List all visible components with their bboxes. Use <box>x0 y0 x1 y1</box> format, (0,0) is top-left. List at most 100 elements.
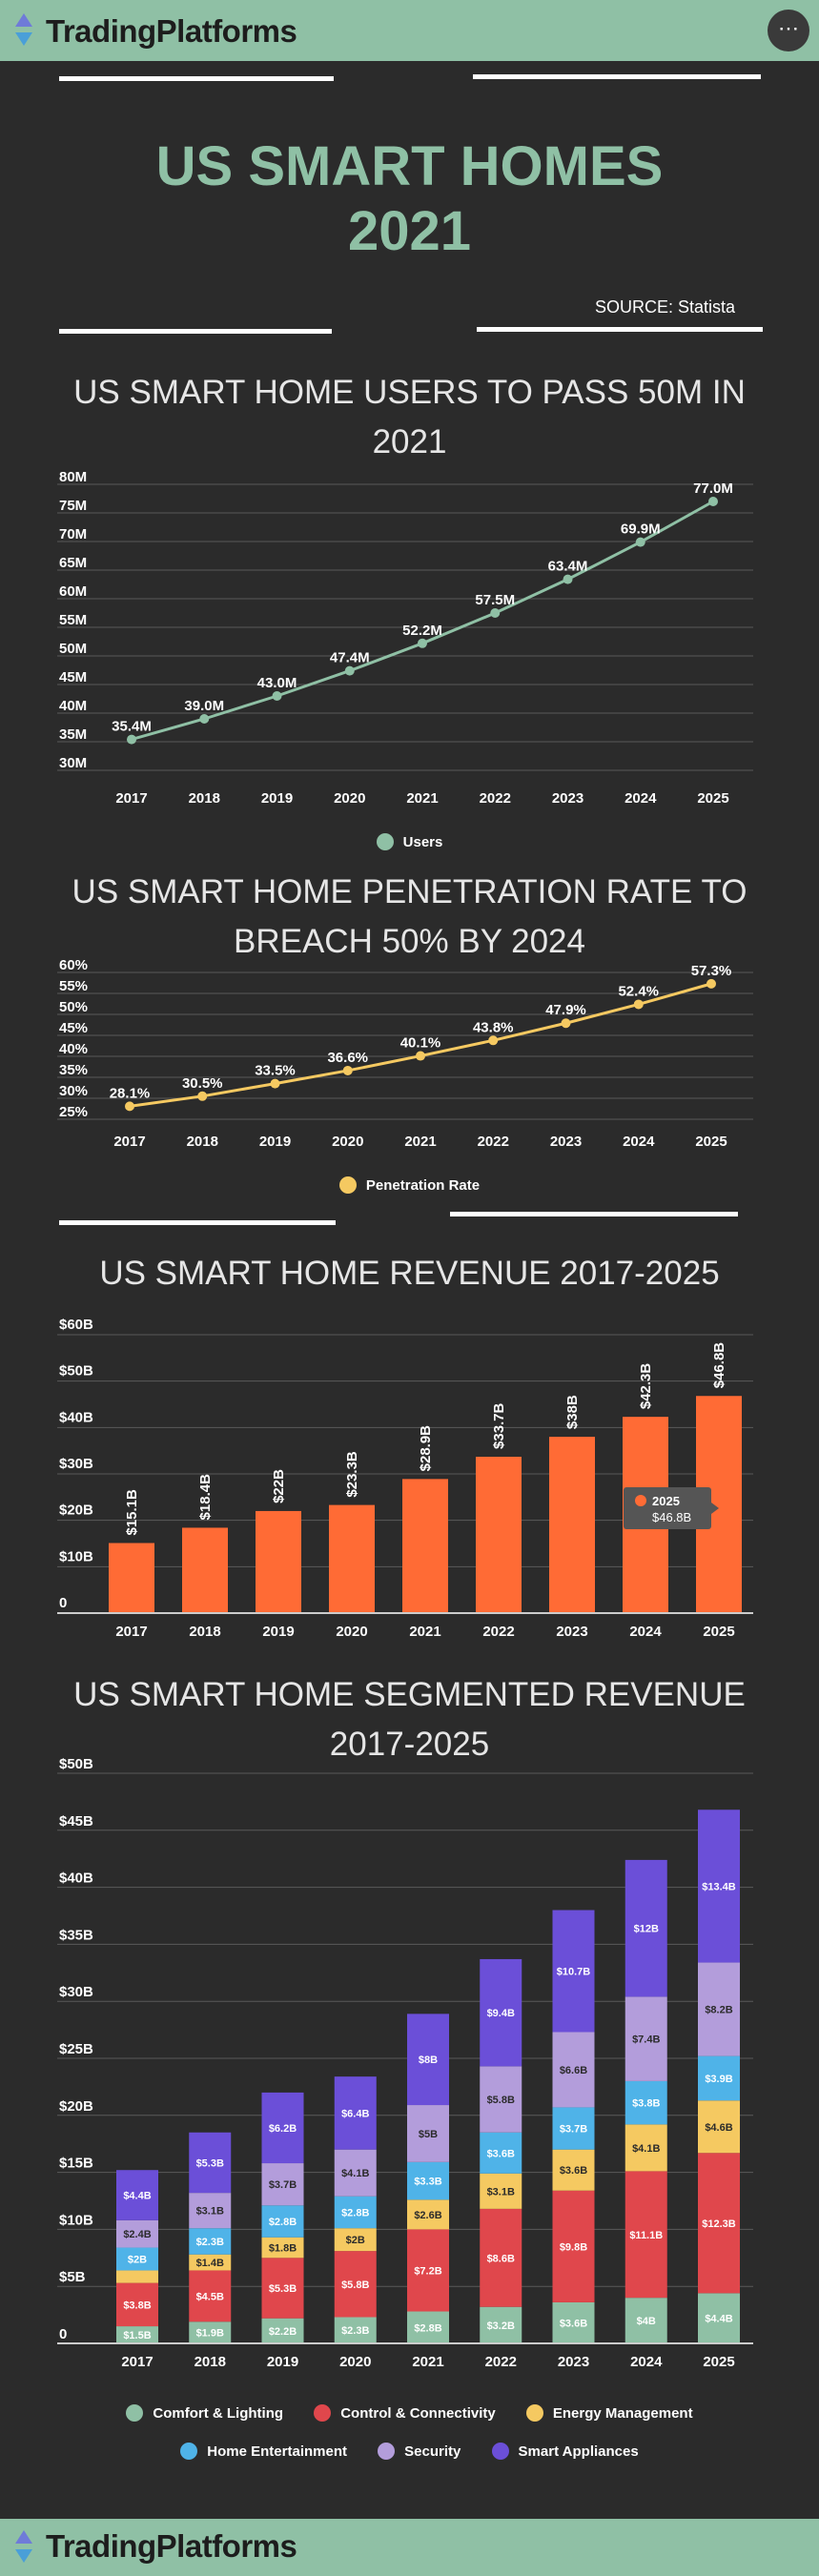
revenue-chart-title: US SMART HOME REVENUE 2017-2025 <box>99 1255 720 1292</box>
penetration-chart-title: US SMART HOME PENETRATION RATE TO BREACH… <box>72 873 747 960</box>
users-ytick-label: 65M <box>59 555 87 571</box>
segmented-xtick-label: 2020 <box>339 2354 371 2370</box>
segment-label-entertainment: $2B <box>128 2254 147 2265</box>
legend-item-energy[interactable]: Energy Management <box>525 2404 693 2422</box>
revenue-xtick-label: 2022 <box>482 1624 514 1640</box>
header-divider-top-left <box>59 76 334 81</box>
penetration-point <box>197 1091 208 1101</box>
legend-label-penetration: Penetration Rate <box>365 1176 481 1194</box>
penetration-data-label: 40.1% <box>400 1035 441 1052</box>
segmented-legend-row2: Home Entertainment Security Smart Applia… <box>0 2443 819 2464</box>
users-xtick-label: 2022 <box>480 790 511 807</box>
penetration-ytick-label: 35% <box>59 1062 88 1078</box>
segment-label-entertainment: $2.3B <box>196 2237 224 2248</box>
segment-comfort <box>552 2301 595 2343</box>
revenue-tooltip-value: $46.8B <box>652 1510 691 1524</box>
bottom-brand-bar: TradingPlatforms <box>0 2519 819 2576</box>
segment-entertainment <box>624 2080 667 2125</box>
segment-label-energy: $4.6B <box>705 2122 732 2134</box>
users-ytick-label: 30M <box>59 755 87 771</box>
header-divider-bottom-right <box>477 327 763 332</box>
legend-item-security[interactable]: Security <box>378 2443 461 2460</box>
logo-icon <box>15 2530 32 2563</box>
segment-label-security: $7.4B <box>632 2034 660 2046</box>
segment-energy <box>116 2270 158 2283</box>
users-data-label: 52.2M <box>402 623 442 639</box>
segmented-xtick-label: 2018 <box>195 2354 226 2370</box>
top-brand-bar: TradingPlatforms ⋯ <box>0 0 819 61</box>
revenue-bar <box>182 1527 228 1613</box>
segment-energy <box>334 2228 377 2252</box>
revenue-xtick-label: 2018 <box>189 1624 220 1640</box>
penetration-xtick-label: 2025 <box>695 1134 727 1150</box>
segmented-ytick-label: $15B <box>59 2156 93 2172</box>
legend-item-penetration[interactable]: Penetration Rate <box>338 1176 481 1194</box>
revenue-ytick-label: $20B <box>59 1503 93 1519</box>
users-ytick-label: 50M <box>59 641 87 657</box>
revenue-ytick-label: $60B <box>59 1317 93 1333</box>
revenue-data-label: $33.7B <box>491 1402 507 1449</box>
penetration-data-label: 43.8% <box>473 1019 514 1035</box>
legend-label-energy: Energy Management <box>552 2404 693 2422</box>
segmented-ytick-label: 0 <box>59 2326 67 2342</box>
users-data-label: 57.5M <box>475 592 515 608</box>
menu-button[interactable]: ⋯ <box>768 10 809 51</box>
users-xtick-label: 2025 <box>697 790 728 807</box>
revenue-bar <box>329 1504 375 1613</box>
users-xtick-label: 2020 <box>334 790 365 807</box>
users-ytick-label: 75M <box>59 498 87 514</box>
legend-item-entertainment[interactable]: Home Entertainment <box>180 2443 347 2460</box>
segment-comfort <box>189 2321 232 2343</box>
penetration-xtick-label: 2022 <box>478 1134 509 1150</box>
segment-entertainment <box>334 2196 377 2229</box>
revenue-divider-right <box>450 1212 738 1216</box>
segment-label-appliances: $10.7B <box>557 1967 591 1978</box>
legend-marker-energy <box>525 2404 543 2422</box>
revenue-xtick-label: 2025 <box>703 1624 734 1640</box>
legend-label-entertainment: Home Entertainment <box>207 2443 347 2460</box>
users-point <box>199 714 210 724</box>
legend-item-users[interactable]: Users <box>376 833 442 850</box>
segment-label-appliances: $9.4B <box>487 2008 515 2019</box>
segment-control <box>552 2190 595 2302</box>
legend-marker-entertainment <box>180 2443 198 2460</box>
legend-item-comfort[interactable]: Comfort & Lighting <box>126 2404 283 2422</box>
legend-marker-comfort <box>126 2404 144 2422</box>
segment-label-security: $6.6B <box>560 2065 587 2076</box>
penetration-ytick-label: 40% <box>59 1041 88 1057</box>
segment-label-comfort: $3.2B <box>487 2320 515 2332</box>
segment-label-comfort: $4B <box>637 2316 656 2327</box>
segment-appliances <box>407 2014 449 2106</box>
segment-label-appliances: $5.3B <box>196 2157 224 2169</box>
penetration-xtick-label: 2024 <box>623 1134 655 1150</box>
segment-label-comfort: $1.9B <box>196 2328 224 2340</box>
revenue-xtick-label: 2021 <box>409 1624 440 1640</box>
revenue-bar <box>402 1479 448 1613</box>
segment-label-control: $9.8B <box>560 2241 587 2253</box>
penetration-data-label: 30.5% <box>182 1075 223 1092</box>
segment-label-comfort: $2.8B <box>414 2322 441 2334</box>
main-title-line2: 2021 <box>347 200 472 262</box>
users-data-label: 39.0M <box>184 698 224 714</box>
users-point <box>563 574 573 584</box>
revenue-data-label: $42.3B <box>638 1363 654 1410</box>
segment-control <box>189 2270 232 2322</box>
segment-label-energy: $2B <box>346 2235 365 2246</box>
revenue-bar <box>109 1543 154 1613</box>
users-point <box>418 638 427 648</box>
segmented-ytick-label: $30B <box>59 1984 93 2000</box>
users-data-label: 43.0M <box>257 675 297 691</box>
segmented-xtick-label: 2024 <box>630 2354 663 2370</box>
revenue-ytick-label: $40B <box>59 1409 93 1425</box>
legend-item-appliances[interactable]: Smart Appliances <box>491 2443 639 2460</box>
segment-label-control: $4.5B <box>196 2291 224 2302</box>
segment-entertainment <box>116 2247 158 2271</box>
segment-control <box>116 2282 158 2327</box>
legend-item-control[interactable]: Control & Connectivity <box>314 2404 496 2422</box>
penetration-ytick-label: 25% <box>59 1104 88 1120</box>
users-ytick-label: 40M <box>59 698 87 714</box>
revenue-ytick-label: $10B <box>59 1548 93 1564</box>
segment-energy <box>261 2237 304 2259</box>
segment-label-comfort: $2.3B <box>341 2325 369 2337</box>
penetration-point <box>416 1051 425 1061</box>
